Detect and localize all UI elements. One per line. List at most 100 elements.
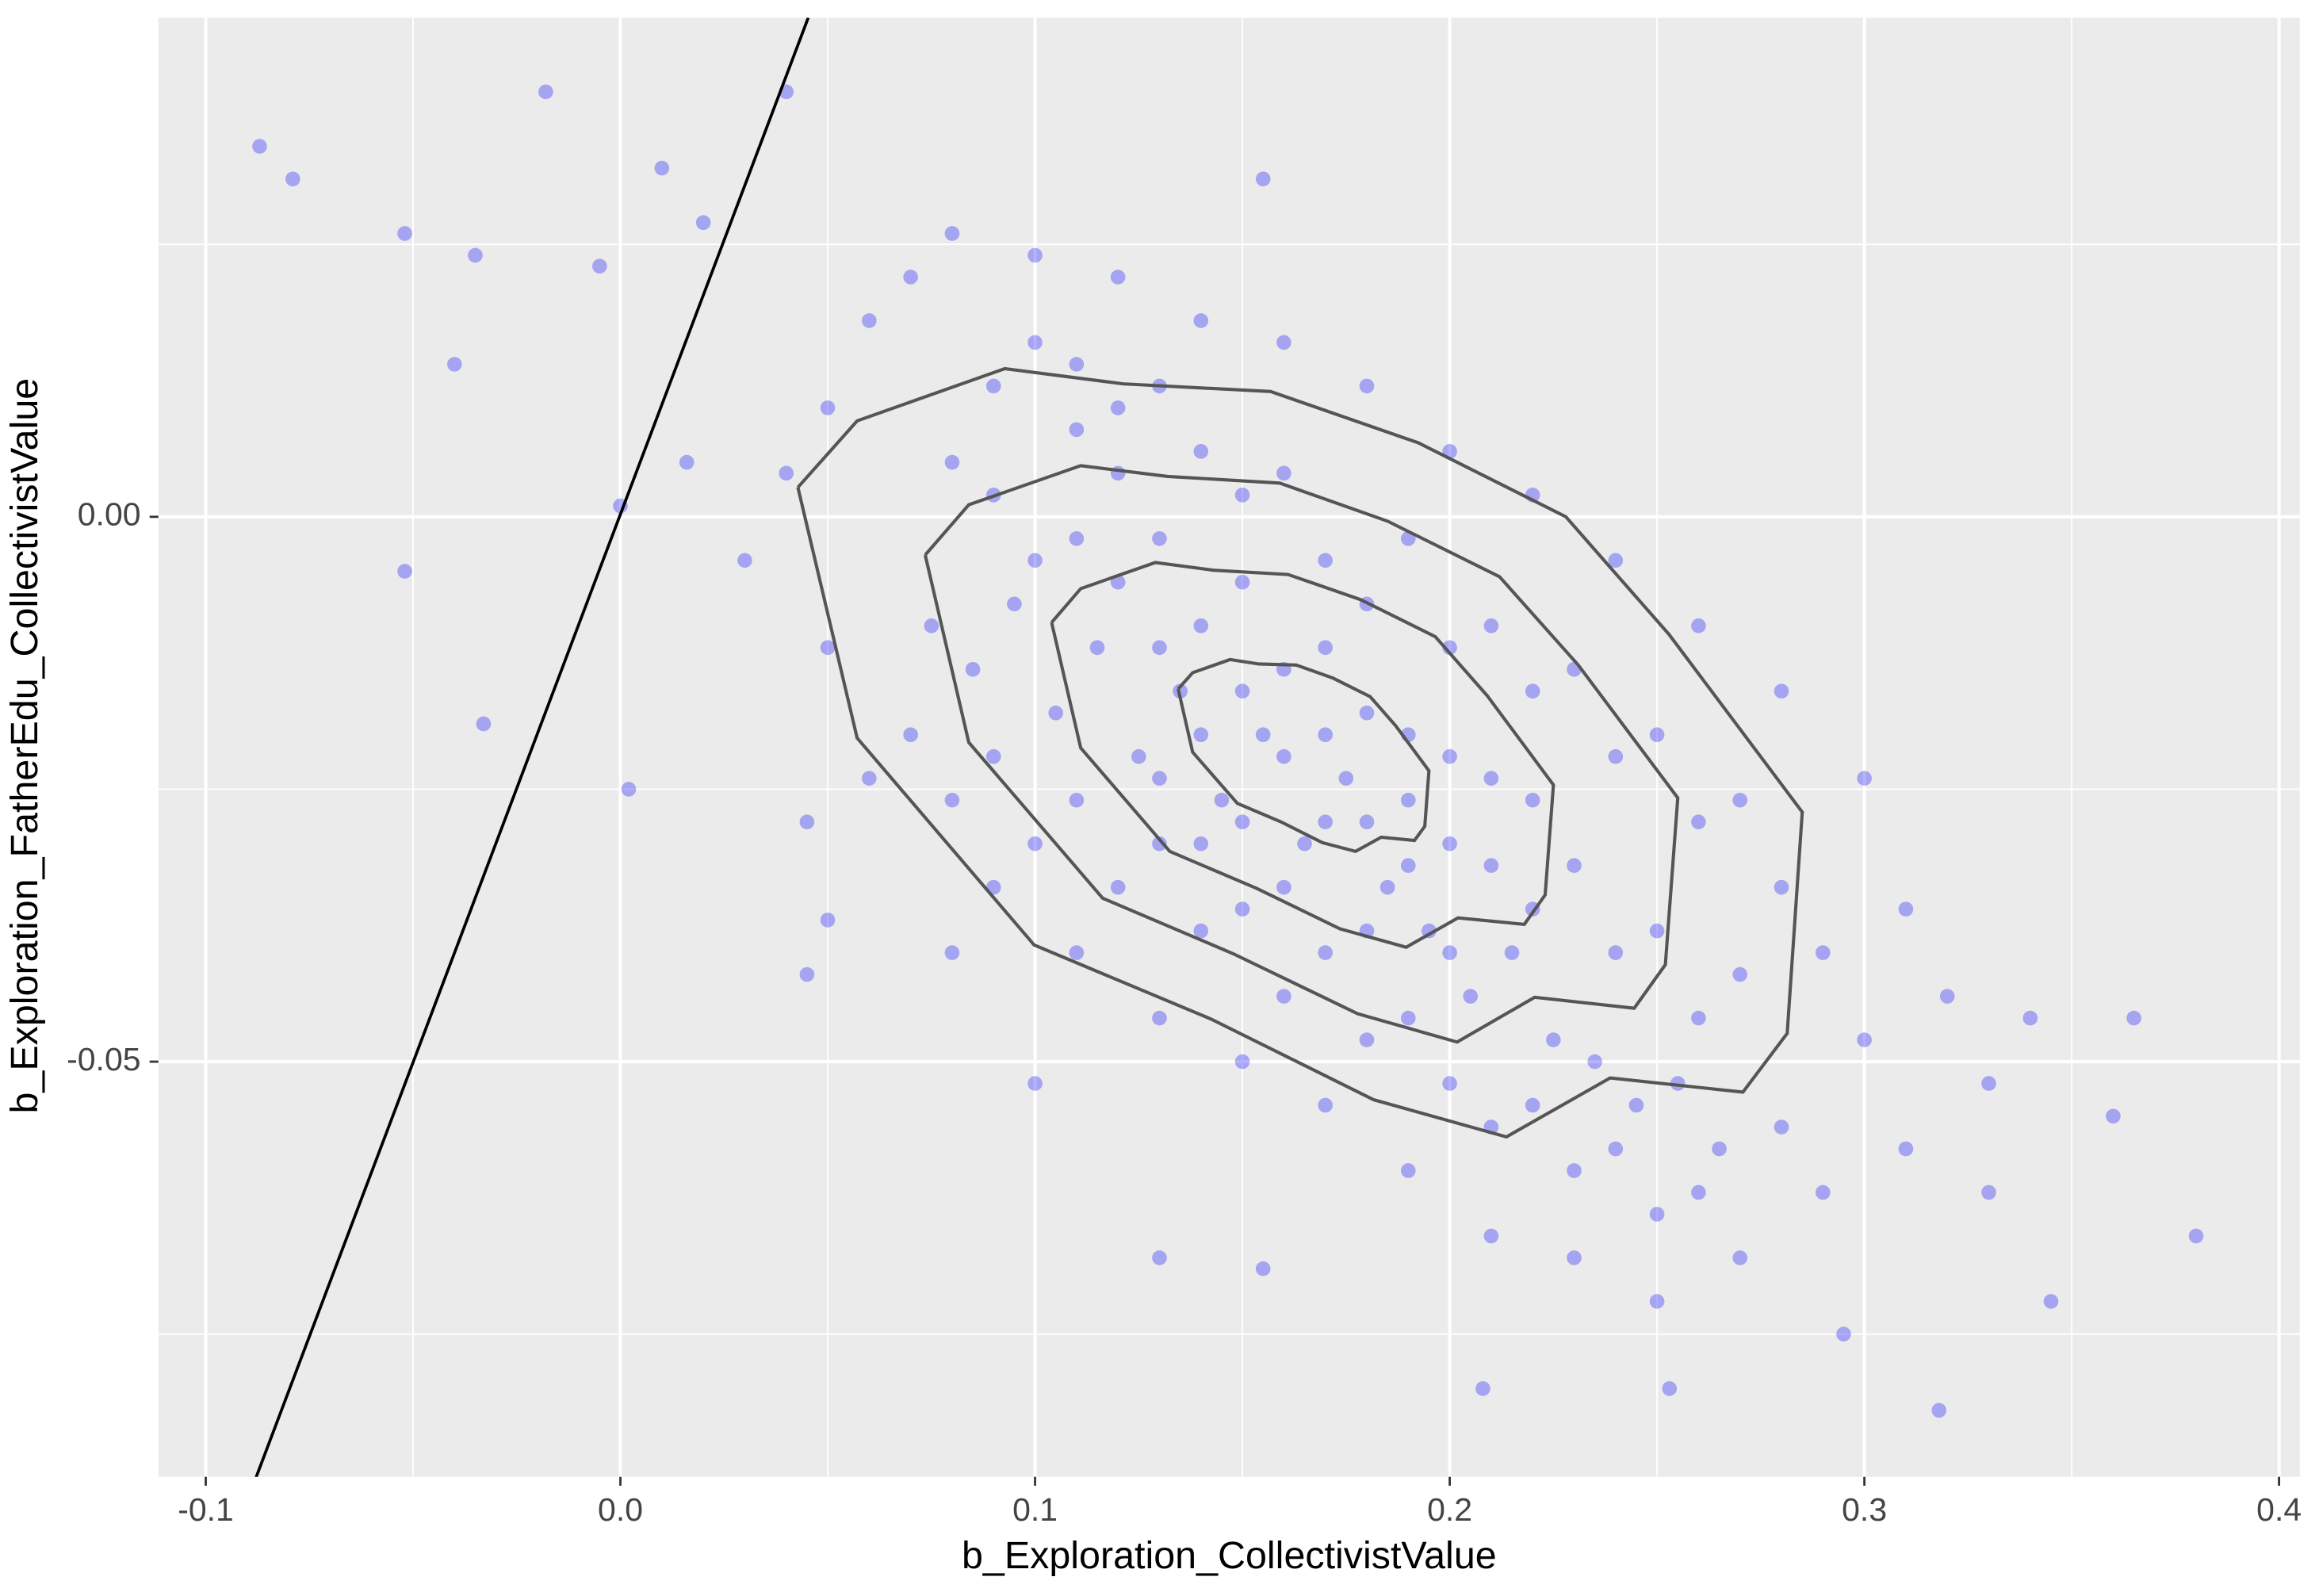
point <box>1567 1250 1582 1265</box>
point <box>1400 792 1416 808</box>
point <box>1027 553 1043 568</box>
point <box>1649 1207 1665 1222</box>
point <box>1110 270 1126 285</box>
point <box>1732 966 1748 982</box>
point <box>1483 1228 1499 1244</box>
point <box>1981 1076 1996 1091</box>
point <box>820 400 836 415</box>
contour <box>796 366 1804 1139</box>
point <box>1836 1326 1851 1341</box>
point <box>1318 814 1333 829</box>
point <box>1525 683 1540 699</box>
point <box>2022 1010 2038 1026</box>
point <box>1483 858 1499 873</box>
point <box>2106 1108 2121 1124</box>
x-tick-label: 0.2 <box>1427 1491 1472 1528</box>
y-axis-title: b_Exploration_FatherEdu_CollectivistValu… <box>3 378 46 1114</box>
point <box>1027 1076 1043 1091</box>
point <box>965 661 981 677</box>
point <box>1297 836 1312 852</box>
point <box>862 771 877 787</box>
x-tick-label: 0.1 <box>1012 1491 1058 1528</box>
point <box>1608 748 1624 764</box>
point <box>397 564 412 579</box>
point <box>1857 771 1872 787</box>
x-tick-label: 0.3 <box>1842 1491 1887 1528</box>
point <box>1234 814 1250 829</box>
point <box>1525 1097 1540 1113</box>
point <box>2188 1228 2204 1244</box>
point <box>1276 465 1291 481</box>
point <box>1276 748 1291 764</box>
grid <box>158 17 2300 1477</box>
point <box>985 748 1001 764</box>
point <box>285 171 300 187</box>
point <box>1442 748 1457 764</box>
contour <box>1177 657 1431 854</box>
point <box>1546 1032 1561 1047</box>
point <box>1608 553 1624 568</box>
point <box>944 945 960 960</box>
point <box>476 716 492 732</box>
point <box>1234 488 1250 503</box>
point <box>1567 858 1582 873</box>
point <box>1774 879 1789 895</box>
point <box>1338 771 1354 787</box>
point <box>1816 945 1831 960</box>
point <box>779 465 794 481</box>
point <box>1234 574 1250 590</box>
point <box>1483 771 1499 787</box>
point <box>1400 858 1416 873</box>
point <box>903 727 918 743</box>
point <box>1152 771 1167 787</box>
point <box>1193 444 1209 459</box>
point <box>2126 1010 2141 1026</box>
point <box>1857 1032 1872 1047</box>
point <box>1193 618 1209 633</box>
point <box>1131 748 1146 764</box>
point <box>1691 1010 1706 1026</box>
point <box>1649 727 1665 743</box>
point <box>1379 879 1395 895</box>
point <box>1442 945 1457 960</box>
point <box>1939 989 1955 1004</box>
point <box>1931 1403 1947 1418</box>
point <box>1712 1141 1727 1157</box>
point <box>903 270 918 285</box>
point <box>1463 989 1479 1004</box>
point <box>985 378 1001 394</box>
point <box>737 553 752 568</box>
point <box>1608 945 1624 960</box>
point <box>1110 879 1126 895</box>
panel <box>158 17 2300 1477</box>
point <box>1069 945 1085 960</box>
point <box>1483 618 1499 633</box>
point <box>1359 814 1375 829</box>
x-tick-label: 0.0 <box>598 1491 643 1528</box>
point <box>1898 1141 1914 1157</box>
point <box>1214 792 1230 808</box>
point <box>397 226 412 241</box>
point <box>695 215 711 231</box>
point <box>1193 727 1209 743</box>
point <box>1318 640 1333 656</box>
point <box>2043 1294 2059 1309</box>
point <box>1525 792 1540 808</box>
axes: -0.1 0.0 0.1 0.2 0.3 0.4 -0.05 0.00 <box>67 496 2302 1529</box>
x-tick-label: -0.1 <box>178 1491 234 1528</box>
point <box>1152 1010 1167 1026</box>
point <box>1504 945 1520 960</box>
point <box>1318 727 1333 743</box>
point <box>1359 705 1375 721</box>
point <box>1193 923 1209 939</box>
point <box>1774 1119 1789 1135</box>
point <box>1193 836 1209 852</box>
point <box>1442 836 1457 852</box>
point <box>1069 422 1085 438</box>
point <box>1691 1185 1706 1200</box>
point <box>1276 335 1291 350</box>
point <box>1318 553 1333 568</box>
y-tick-label: -0.05 <box>67 1041 140 1077</box>
reference-line <box>254 17 810 1477</box>
